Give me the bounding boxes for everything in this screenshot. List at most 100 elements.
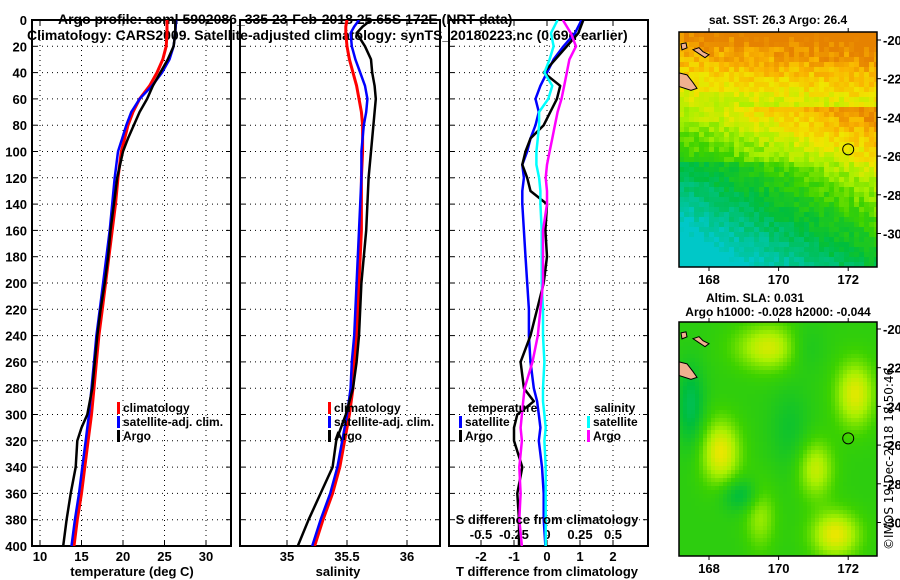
map-cell [759,534,764,539]
map-cell [829,37,835,43]
map-cell [835,426,840,431]
map-cell [783,394,788,399]
map-cell [724,157,730,163]
map-cell [834,237,840,243]
map-cell [763,354,768,359]
map-cell [699,142,705,148]
map-cell [769,162,775,168]
map-cell [814,117,820,123]
map-cell [784,102,790,108]
map-cell [847,382,852,387]
map-cell [715,394,720,399]
map-cell [683,354,688,359]
map-cell [839,442,844,447]
map-cell [767,522,772,527]
map-cell [843,446,848,451]
map-cell [799,197,805,203]
map-cell [734,192,740,198]
map-cell [695,530,700,535]
map-cell [819,522,824,527]
map-cell [787,362,792,367]
map-cell [734,127,740,133]
title-line-2: Climatology: CARS2009. Satellite-adjuste… [27,27,628,43]
map-cell [815,450,820,455]
map-cell [863,346,868,351]
map-cell [679,530,684,535]
map-cell [759,354,764,359]
map-cell [754,57,760,63]
map-cell [807,354,812,359]
map-cell [847,342,852,347]
map-cell [807,494,812,499]
map-cell [695,434,700,439]
map-cell [807,466,812,471]
map-cell [834,187,840,193]
map-cell [694,217,700,223]
map-cell [811,330,816,335]
map-cell [707,322,712,327]
map-cell [814,57,820,63]
map-cell [769,182,775,188]
map-cell [863,398,868,403]
map-cell [699,82,705,88]
map-cell [689,227,695,233]
map-cell [739,466,744,471]
map-cell [795,430,800,435]
map-cell [795,354,800,359]
map-cell [691,526,696,531]
map-cell [783,498,788,503]
map-cell [763,346,768,351]
map-cell [854,242,860,248]
map-cell [747,542,752,547]
map-cell [711,414,716,419]
map-cell [795,418,800,423]
x2-tick-label: 0 [543,527,550,542]
map-cell [779,252,785,258]
map-cell [855,474,860,479]
map-cell [823,422,828,427]
map-cell [775,374,780,379]
map-cell [851,358,856,363]
map-cell [739,132,745,138]
map-cell [703,498,708,503]
map-cell [775,330,780,335]
map-cell [839,514,844,519]
map-cell [719,494,724,499]
map-cell [715,406,720,411]
map-cell [819,207,825,213]
lon-tick-label: 172 [837,272,859,287]
map-cell [723,430,728,435]
map-cell [815,374,820,379]
map-cell [707,426,712,431]
map-cell [819,358,824,363]
map-cell [767,342,772,347]
map-cell [751,474,756,479]
legend-salinity-satellite-swatch [587,416,590,428]
map-cell [779,147,785,153]
map-cell [749,237,755,243]
map-cell [815,382,820,387]
map-cell [863,330,868,335]
map-cell [875,454,877,459]
map-cell [749,72,755,78]
map-cell [727,342,732,347]
map-cell [791,378,796,383]
map-cell [771,338,776,343]
map-cell [723,350,728,355]
map-cell [819,498,824,503]
map-cell [799,322,804,327]
map-cell [814,147,820,153]
map-cell [694,92,700,98]
map-cell [791,542,796,547]
map-cell [839,402,844,407]
map-cell [803,370,808,375]
map-cell [794,247,800,253]
map-cell [699,237,705,243]
map-cell [819,390,824,395]
map-cell [799,147,805,153]
map-cell [687,330,692,335]
map-cell [804,212,810,218]
map-cell [849,107,855,113]
map-cell [739,358,744,363]
map-cell [867,366,872,371]
